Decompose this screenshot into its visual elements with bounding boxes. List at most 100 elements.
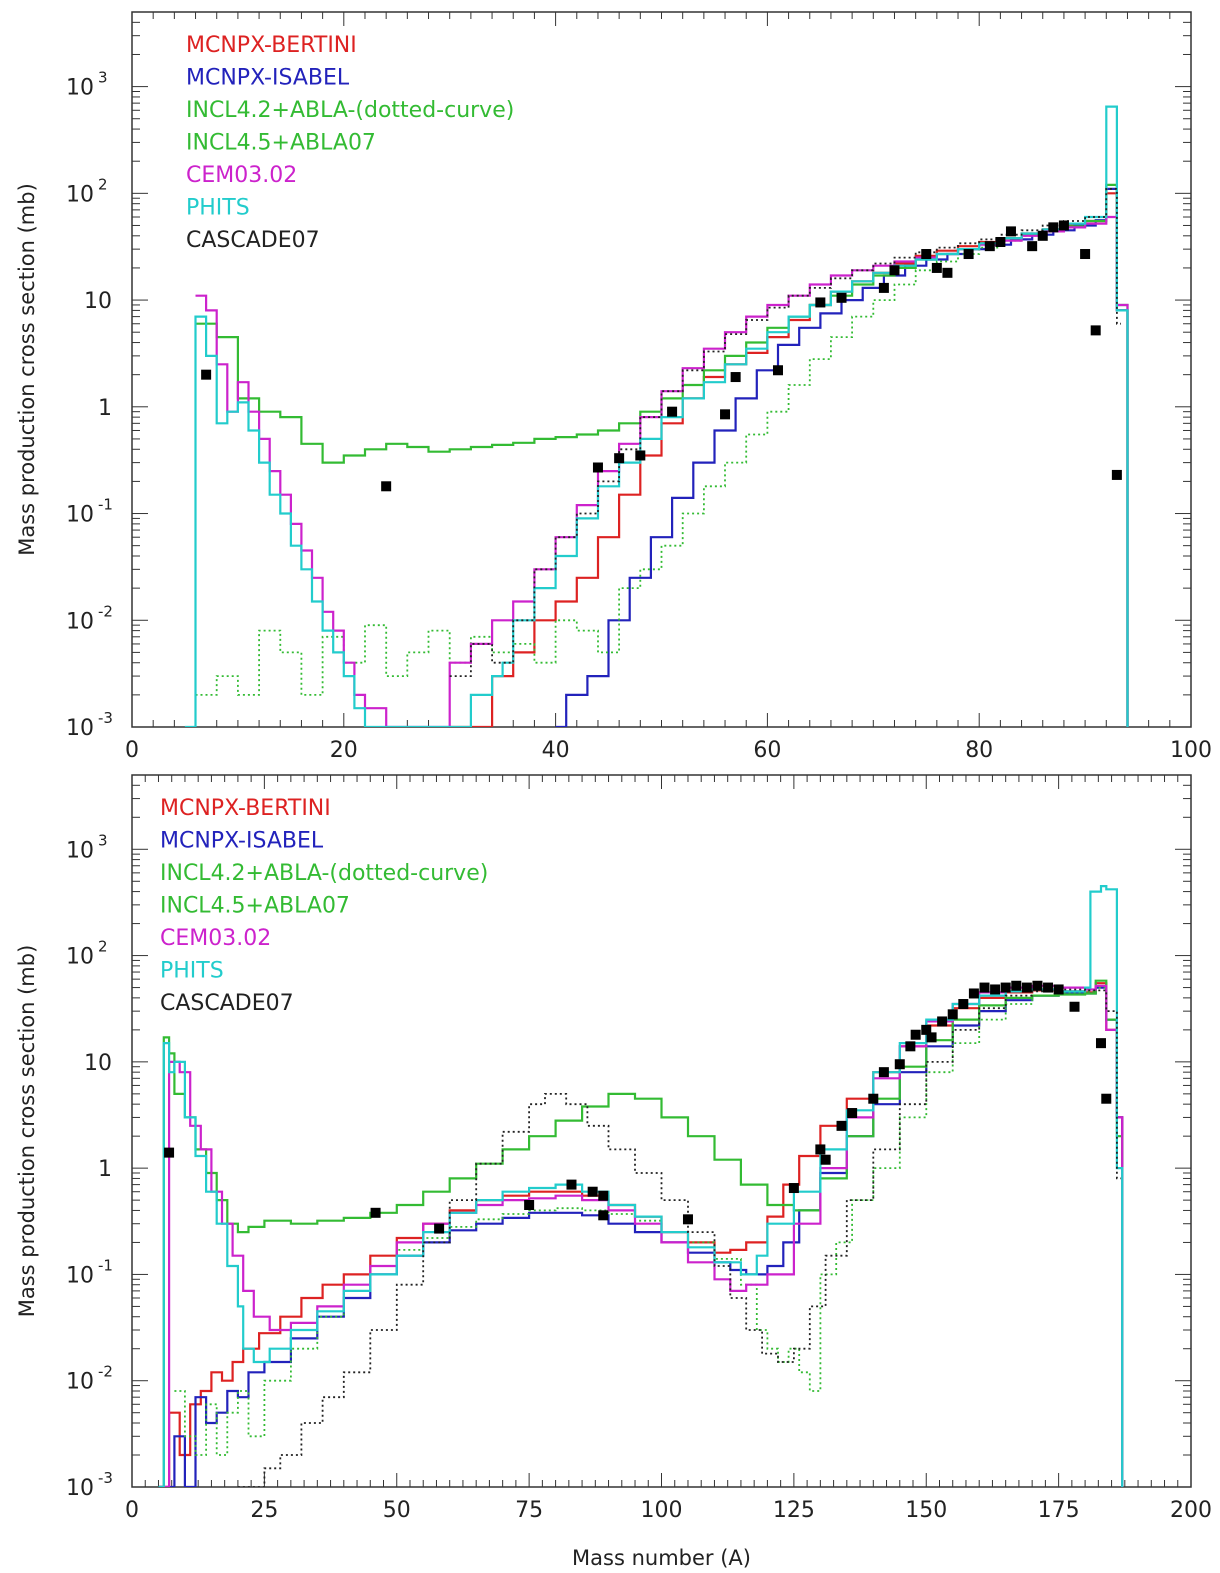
x-tick-label: 50	[383, 1498, 411, 1523]
x-tick-label: 175	[1038, 1498, 1080, 1523]
series-line-cascade07	[237, 988, 1121, 1487]
series-line-mcnpx-bertini	[158, 982, 1124, 1487]
data-point	[1069, 1001, 1080, 1012]
data-point	[566, 1179, 577, 1190]
data-point	[931, 262, 942, 273]
data-point	[1021, 982, 1032, 993]
data-point	[592, 462, 603, 473]
x-tick-label: 25	[250, 1498, 278, 1523]
data-point	[201, 369, 212, 380]
data-point	[995, 236, 1006, 247]
y-tick-label: 10	[84, 289, 112, 314]
y-tick-exponent: 2	[98, 938, 108, 956]
y-tick-label: 10	[66, 945, 94, 970]
legend-entry: MCNPX-ISABEL	[186, 66, 350, 91]
y-tick-exponent: 3	[98, 831, 108, 849]
legend-entry: CASCADE07	[186, 228, 320, 253]
series-line-mcnpx-isabel	[158, 986, 1124, 1487]
data-point	[815, 297, 826, 308]
data-point	[1080, 249, 1091, 260]
data-point	[1005, 226, 1016, 237]
data-point	[370, 1207, 381, 1218]
series-line-incl4-5-abla07	[158, 979, 1124, 1487]
data-point	[921, 249, 932, 260]
data-point	[847, 1108, 858, 1119]
y-tick-label: 10	[66, 1476, 94, 1501]
y-tick-exponent: -2	[98, 602, 113, 620]
data-point	[963, 249, 974, 260]
plot-area	[184, 105, 1129, 727]
data-point	[942, 267, 953, 278]
data-point	[947, 1009, 958, 1020]
y-tick-label: 10	[66, 1370, 94, 1395]
y-tick-label: 10	[66, 609, 94, 634]
data-point	[730, 372, 741, 383]
legend-entry: MCNPX-ISABEL	[160, 829, 324, 854]
legend-entry: INCL4.2+ABLA-(dotted-curve)	[160, 861, 488, 886]
data-point	[1043, 982, 1054, 993]
data-point	[836, 292, 847, 303]
y-tick-label: 10	[66, 1263, 94, 1288]
data-point	[937, 1016, 948, 1027]
series-line-phits	[158, 885, 1124, 1487]
y-tick-exponent: -1	[98, 496, 113, 514]
y-tick-label: 1	[98, 1157, 112, 1182]
legend-entry: INCL4.2+ABLA-(dotted-curve)	[186, 98, 514, 123]
data-point	[635, 450, 646, 461]
data-point	[1101, 1093, 1112, 1104]
data-point	[921, 1024, 932, 1035]
data-point	[984, 241, 995, 252]
data-point	[614, 453, 625, 464]
data-point	[979, 982, 990, 993]
data-point	[1048, 222, 1059, 233]
data-point	[788, 1183, 799, 1194]
legend-entry: MCNPX-BERTINI	[160, 796, 331, 821]
x-tick-label: 0	[125, 1498, 139, 1523]
data-point	[434, 1223, 445, 1234]
y-tick-exponent: -1	[98, 1256, 113, 1274]
data-point	[958, 999, 969, 1010]
data-point	[1111, 469, 1122, 480]
x-tick-label: 60	[753, 738, 781, 763]
data-point	[894, 1059, 905, 1070]
legend-entry: PHITS	[160, 959, 224, 984]
x-tick-label: 100	[641, 1498, 683, 1523]
series-line-incl4-2-abla-dotted-curve-	[195, 184, 1121, 696]
data-point	[720, 409, 731, 420]
data-point	[1000, 982, 1011, 993]
data-point	[1095, 1038, 1106, 1049]
x-tick-label: 150	[905, 1498, 947, 1523]
legend-entry: INCL4.5+ABLA07	[160, 894, 350, 919]
data-point	[815, 1144, 826, 1155]
data-point	[682, 1214, 693, 1225]
data-point	[990, 984, 1001, 995]
data-point	[667, 406, 678, 417]
data-point	[1032, 980, 1043, 991]
legend-entry: MCNPX-BERTINI	[186, 33, 357, 58]
data-point	[905, 1041, 916, 1052]
data-point	[1090, 325, 1101, 336]
series-line-cem03-02	[195, 215, 1129, 727]
y-axis-title: Mass production cross section (mb)	[15, 945, 39, 1318]
legend-entry: CEM03.02	[186, 163, 297, 188]
y-tick-label: 10	[66, 503, 94, 528]
data-point	[968, 988, 979, 999]
series-line-mcnpx-bertini	[449, 192, 1129, 727]
data-point	[926, 1032, 937, 1043]
legend-entry: PHITS	[186, 196, 250, 221]
data-point	[587, 1186, 598, 1197]
y-tick-exponent: 3	[98, 69, 108, 87]
legend-entry: CASCADE07	[160, 991, 294, 1016]
data-point	[820, 1154, 831, 1165]
data-point	[836, 1120, 847, 1131]
data-point	[524, 1200, 535, 1211]
y-tick-exponent: -2	[98, 1363, 113, 1381]
data-point	[1053, 984, 1064, 995]
data-point	[878, 1067, 889, 1078]
data-point	[1027, 241, 1038, 252]
data-point	[598, 1210, 609, 1221]
y-tick-label: 10	[66, 838, 94, 863]
